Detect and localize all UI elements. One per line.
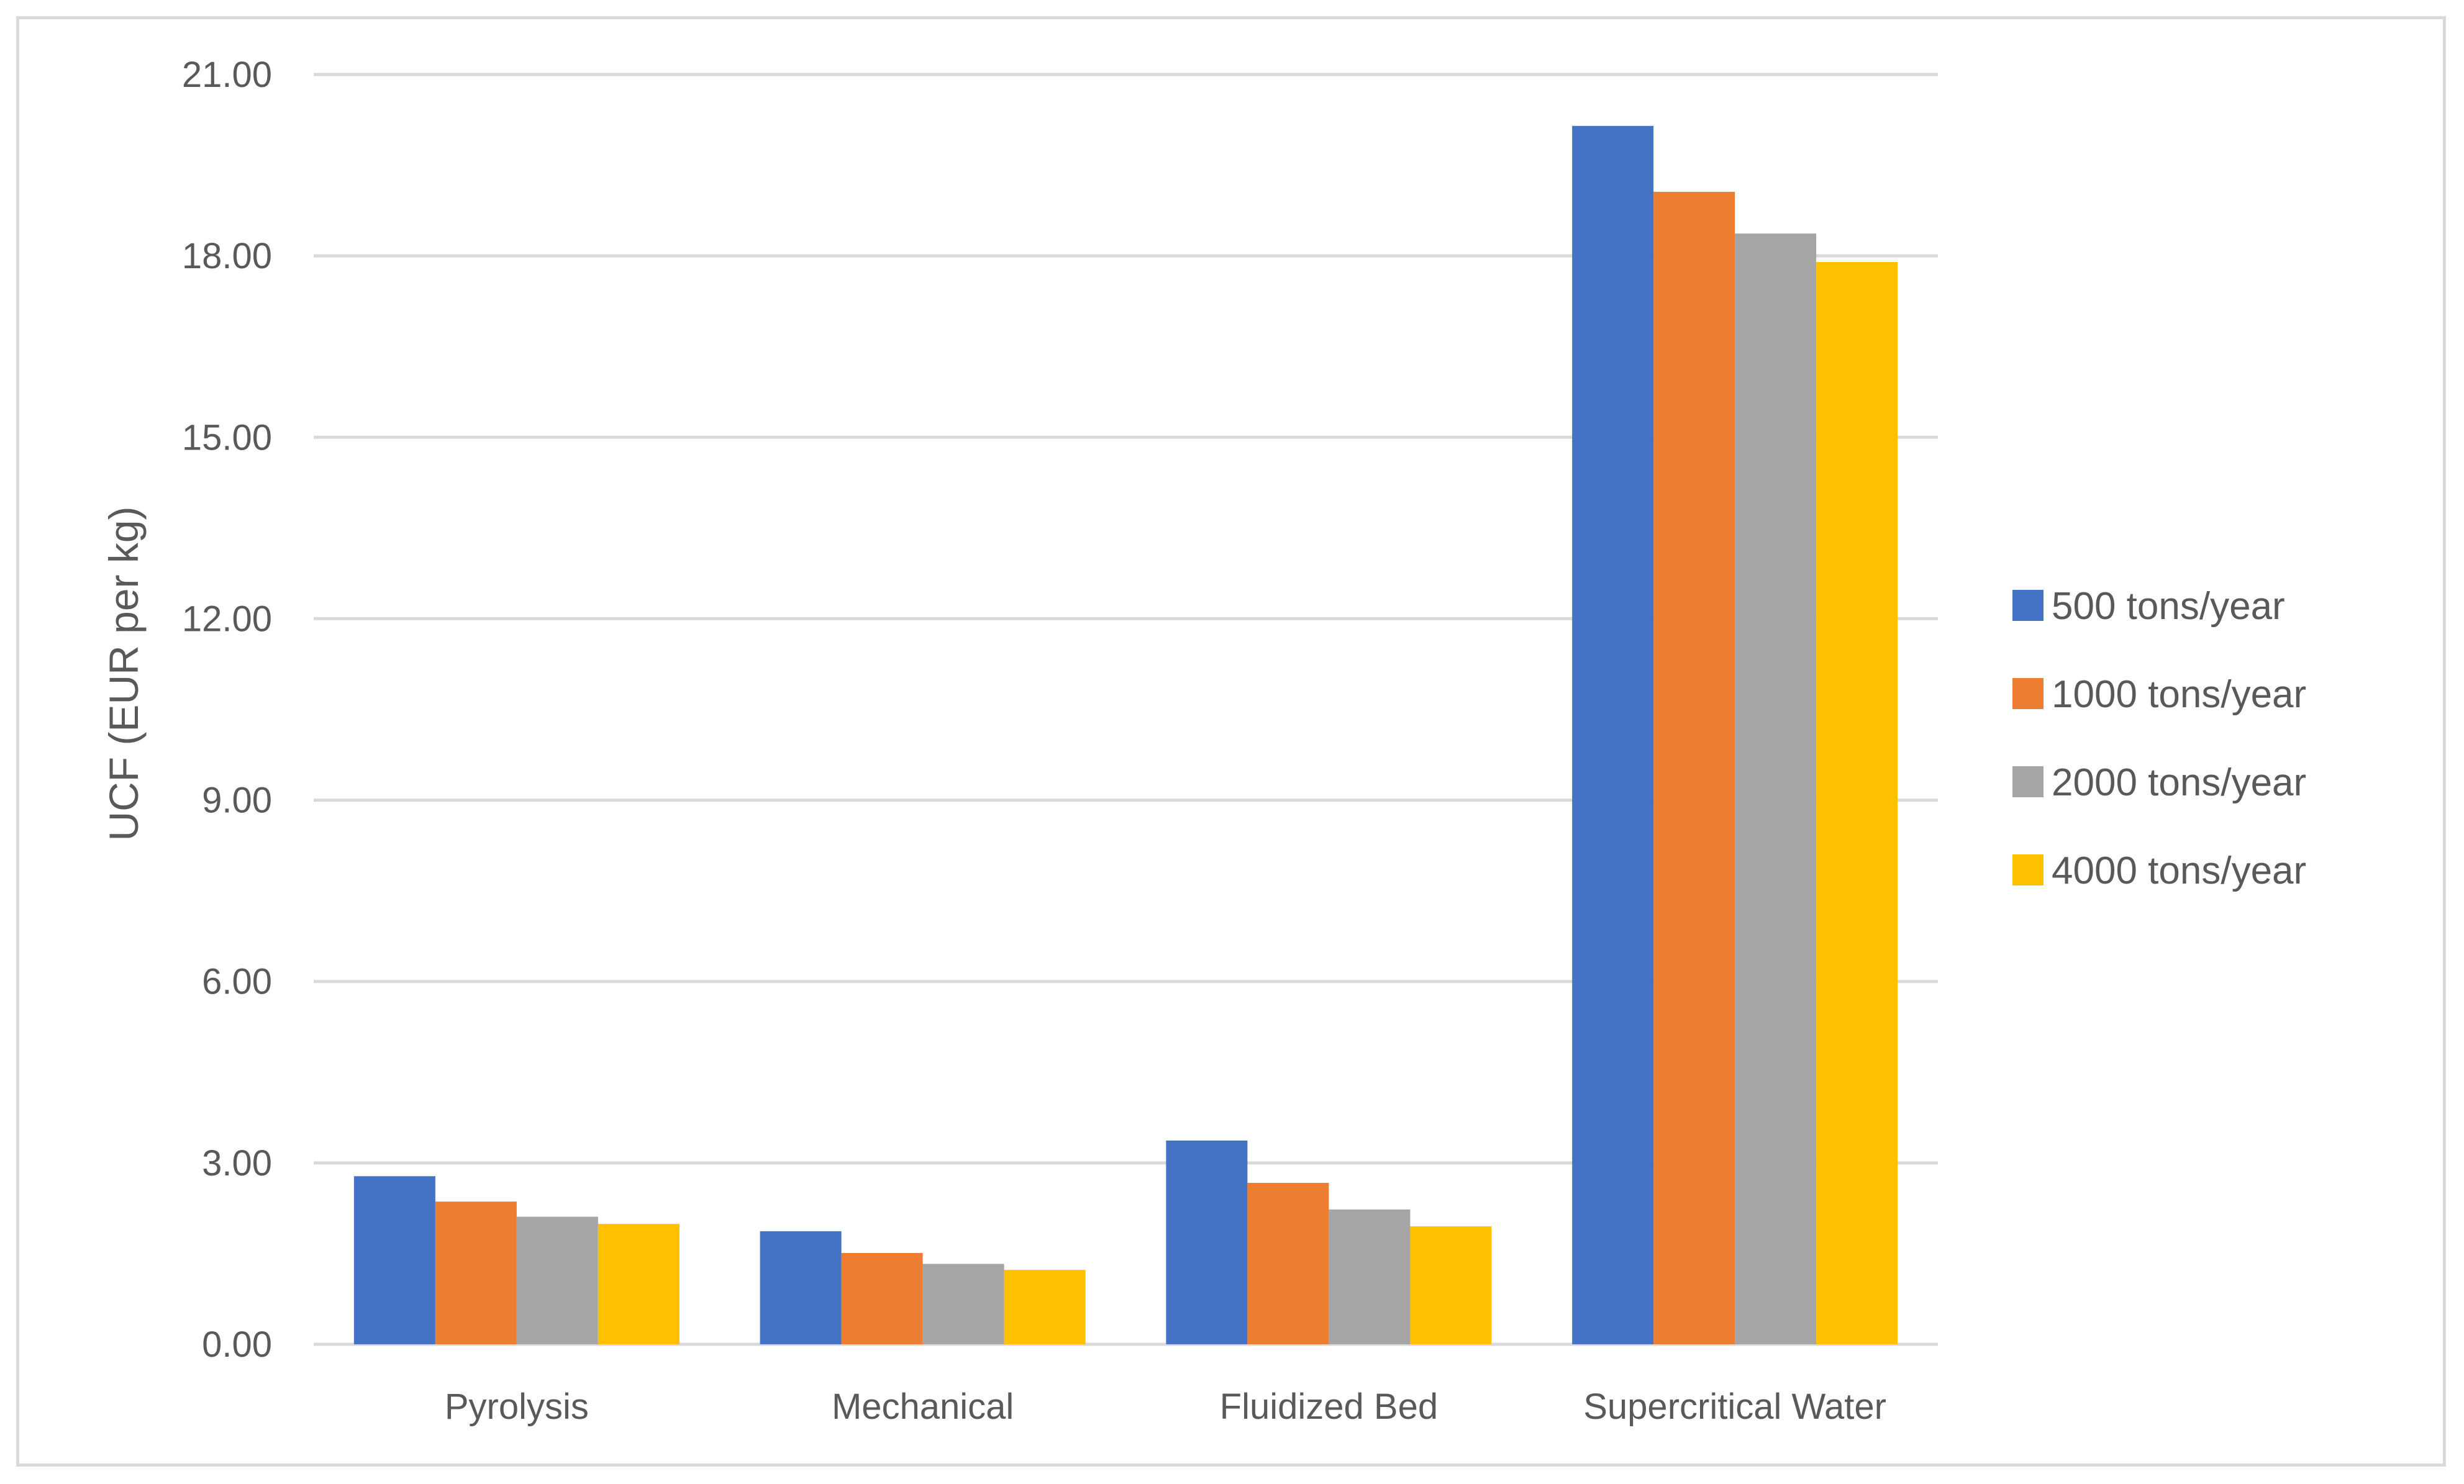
legend-label: 1000 tons/year xyxy=(2052,673,2306,716)
y-tick-label: 12.00 xyxy=(182,599,272,639)
bar-supercritical-water-1 xyxy=(1572,125,1654,1344)
y-tick-label: 0.00 xyxy=(202,1324,272,1365)
x-tick-label: Pyrolysis xyxy=(445,1387,589,1427)
y-axis-ticks: 0.00 3.00 6.00 9.00 12.00 15.00 18.00 21.00 xyxy=(182,55,272,1365)
bar-pyrolysis-3 xyxy=(516,1216,598,1344)
y-tick-label: 6.00 xyxy=(202,962,272,1002)
x-tick-label: Supercritical Water xyxy=(1583,1387,1886,1427)
bar-mechanical-4 xyxy=(1004,1270,1086,1344)
bar-fluidized-bed-3 xyxy=(1329,1209,1411,1344)
legend-label: 2000 tons/year xyxy=(2052,761,2306,804)
y-tick-label: 3.00 xyxy=(202,1143,272,1183)
bars xyxy=(353,125,1898,1344)
legend: 500 tons/year 1000 tons/year 2000 tons/yea… xyxy=(2012,585,2306,892)
x-tick-label: Fluidized Bed xyxy=(1220,1387,1438,1427)
bar-pyrolysis-2 xyxy=(435,1201,517,1344)
legend-swatch xyxy=(2012,678,2043,709)
bar-pyrolysis-4 xyxy=(598,1224,680,1344)
x-axis-ticks: Pyrolysis Mechanical Fluidized Bed Supercri… xyxy=(445,1387,1886,1427)
bar-fluidized-bed-1 xyxy=(1166,1140,1248,1344)
bar-fluidized-bed-2 xyxy=(1247,1182,1329,1344)
legend-label: 4000 tons/year xyxy=(2052,849,2306,892)
legend-swatch xyxy=(2012,854,2043,885)
legend-label: 500 tons/year xyxy=(2052,585,2285,628)
legend-swatch xyxy=(2012,766,2043,797)
y-tick-label: 9.00 xyxy=(202,780,272,821)
bar-supercritical-water-2 xyxy=(1653,191,1735,1344)
legend-swatch xyxy=(2012,590,2043,621)
bar-pyrolysis-1 xyxy=(353,1176,435,1344)
bar-fluidized-bed-4 xyxy=(1410,1226,1492,1344)
y-tick-label: 15.00 xyxy=(182,417,272,458)
bar-supercritical-water-3 xyxy=(1735,233,1817,1344)
x-tick-label: Mechanical xyxy=(832,1387,1014,1427)
y-tick-label: 18.00 xyxy=(182,236,272,276)
y-tick-label: 21.00 xyxy=(182,55,272,95)
bar-mechanical-3 xyxy=(922,1264,1004,1344)
bar-mechanical-2 xyxy=(841,1252,923,1344)
bar-mechanical-1 xyxy=(760,1231,842,1344)
y-axis-title: UCF (EUR per kg) xyxy=(101,506,147,841)
bar-supercritical-water-4 xyxy=(1816,261,1898,1344)
